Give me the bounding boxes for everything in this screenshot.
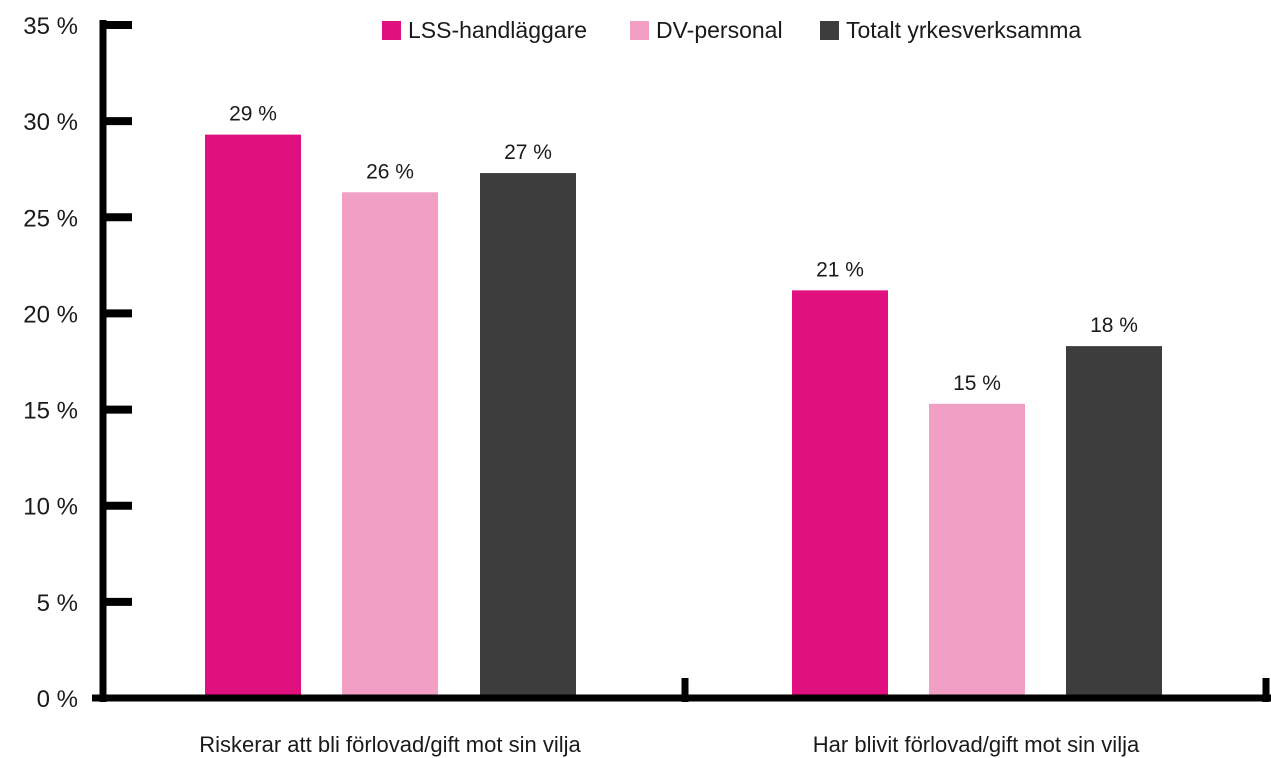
bar-totalt-yrkesverksamma-0 (480, 173, 576, 698)
bar-lss-handl-ggare-1 (792, 290, 888, 698)
data-labels: 29 % 21 % 26 % 15 % 27 % 18 % (229, 103, 1138, 395)
data-label: 21 % (816, 258, 864, 281)
y-tick-label: 35 % (23, 13, 78, 40)
chart-axes (92, 20, 1271, 702)
y-tick-label: 20 % (23, 301, 78, 328)
bar-lss-handl-ggare-0 (205, 134, 301, 699)
data-label: 29 % (229, 103, 277, 126)
legend-swatch (820, 21, 839, 40)
legend-swatch (382, 21, 401, 40)
category-label: Har blivit förlovad/gift mot sin vilja (813, 732, 1140, 757)
data-label: 26 % (366, 160, 414, 183)
legend-swatch (630, 21, 649, 40)
legend-label: DV-personal (656, 17, 783, 43)
legend-item: LSS-handläggare (382, 17, 587, 43)
y-tick-label: 5 % (37, 590, 78, 617)
y-tick-label: 25 % (23, 205, 78, 232)
category-labels: Riskerar att bli förlovad/gift mot sin v… (199, 732, 1140, 757)
category-label: Riskerar att bli förlovad/gift mot sin v… (199, 732, 581, 757)
legend-item: DV-personal (630, 17, 783, 43)
chart-legend: LSS-handläggare DV-personal Totalt yrkesve… (382, 17, 1081, 43)
bar-dv-personal-0 (342, 192, 438, 698)
bar-group (205, 134, 1162, 699)
legend-item: Totalt yrkesverksamma (820, 17, 1081, 43)
y-axis-ticks: 0 % 5 % 10 % 15 % 20 % 25 % 30 % 35 % (23, 13, 132, 713)
data-label: 15 % (953, 372, 1001, 395)
y-tick-label: 30 % (23, 109, 78, 136)
y-tick-label: 10 % (23, 494, 78, 521)
bar-dv-personal-1 (929, 403, 1025, 698)
y-tick-label: 15 % (23, 398, 78, 425)
data-label: 18 % (1090, 314, 1138, 337)
legend-label: Totalt yrkesverksamma (846, 17, 1081, 43)
data-label: 27 % (504, 141, 552, 164)
bar-totalt-yrkesverksamma-1 (1066, 346, 1162, 698)
y-tick-label: 0 % (37, 686, 78, 713)
legend-label: LSS-handläggare (408, 17, 587, 43)
